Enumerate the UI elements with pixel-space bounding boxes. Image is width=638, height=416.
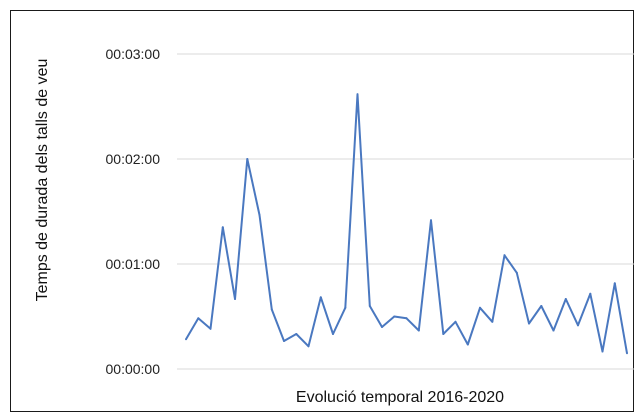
data-point <box>602 351 604 353</box>
data-point <box>308 345 310 347</box>
data-point <box>197 317 199 319</box>
data-point <box>565 298 567 300</box>
y-tick-labels: 00:00:00 00:01:00 00:02:00 00:03:00 <box>106 46 161 377</box>
data-point <box>614 282 616 284</box>
series-layer <box>185 93 628 354</box>
data-point <box>320 296 322 298</box>
data-point <box>577 324 579 326</box>
y-tick-label: 00:00:00 <box>106 361 161 377</box>
data-point <box>332 333 334 335</box>
data-point <box>185 338 187 340</box>
data-point <box>369 305 371 307</box>
data-point <box>540 305 542 307</box>
y-tick-label: 00:02:00 <box>106 151 161 167</box>
data-point <box>504 254 506 256</box>
data-point <box>357 93 359 95</box>
data-point <box>283 340 285 342</box>
data-point <box>479 307 481 309</box>
data-point <box>491 321 493 323</box>
data-point <box>442 333 444 335</box>
data-point <box>234 298 236 300</box>
data-point <box>381 326 383 328</box>
data-point <box>259 214 261 216</box>
data-point <box>246 158 248 160</box>
data-point <box>467 344 469 346</box>
data-point <box>430 219 432 221</box>
x-axis-label: Evolució temporal 2016-2020 <box>296 389 504 406</box>
data-point <box>222 226 224 228</box>
y-axis-label: Temps de durada dels talls de veu <box>34 59 51 302</box>
data-point <box>344 307 346 309</box>
data-point <box>589 293 591 295</box>
data-point <box>626 352 628 354</box>
y-tick-label: 00:01:00 <box>106 256 161 272</box>
y-tick-label: 00:03:00 <box>106 46 161 62</box>
data-point <box>393 316 395 318</box>
grid-lines <box>177 54 634 369</box>
data-point <box>516 272 518 274</box>
data-point <box>406 317 408 319</box>
data-point <box>271 309 273 311</box>
series-line <box>186 94 627 353</box>
data-point <box>295 333 297 335</box>
data-point <box>418 330 420 332</box>
data-point <box>553 330 555 332</box>
data-point <box>455 321 457 323</box>
data-point <box>528 323 530 325</box>
data-point <box>210 328 212 330</box>
